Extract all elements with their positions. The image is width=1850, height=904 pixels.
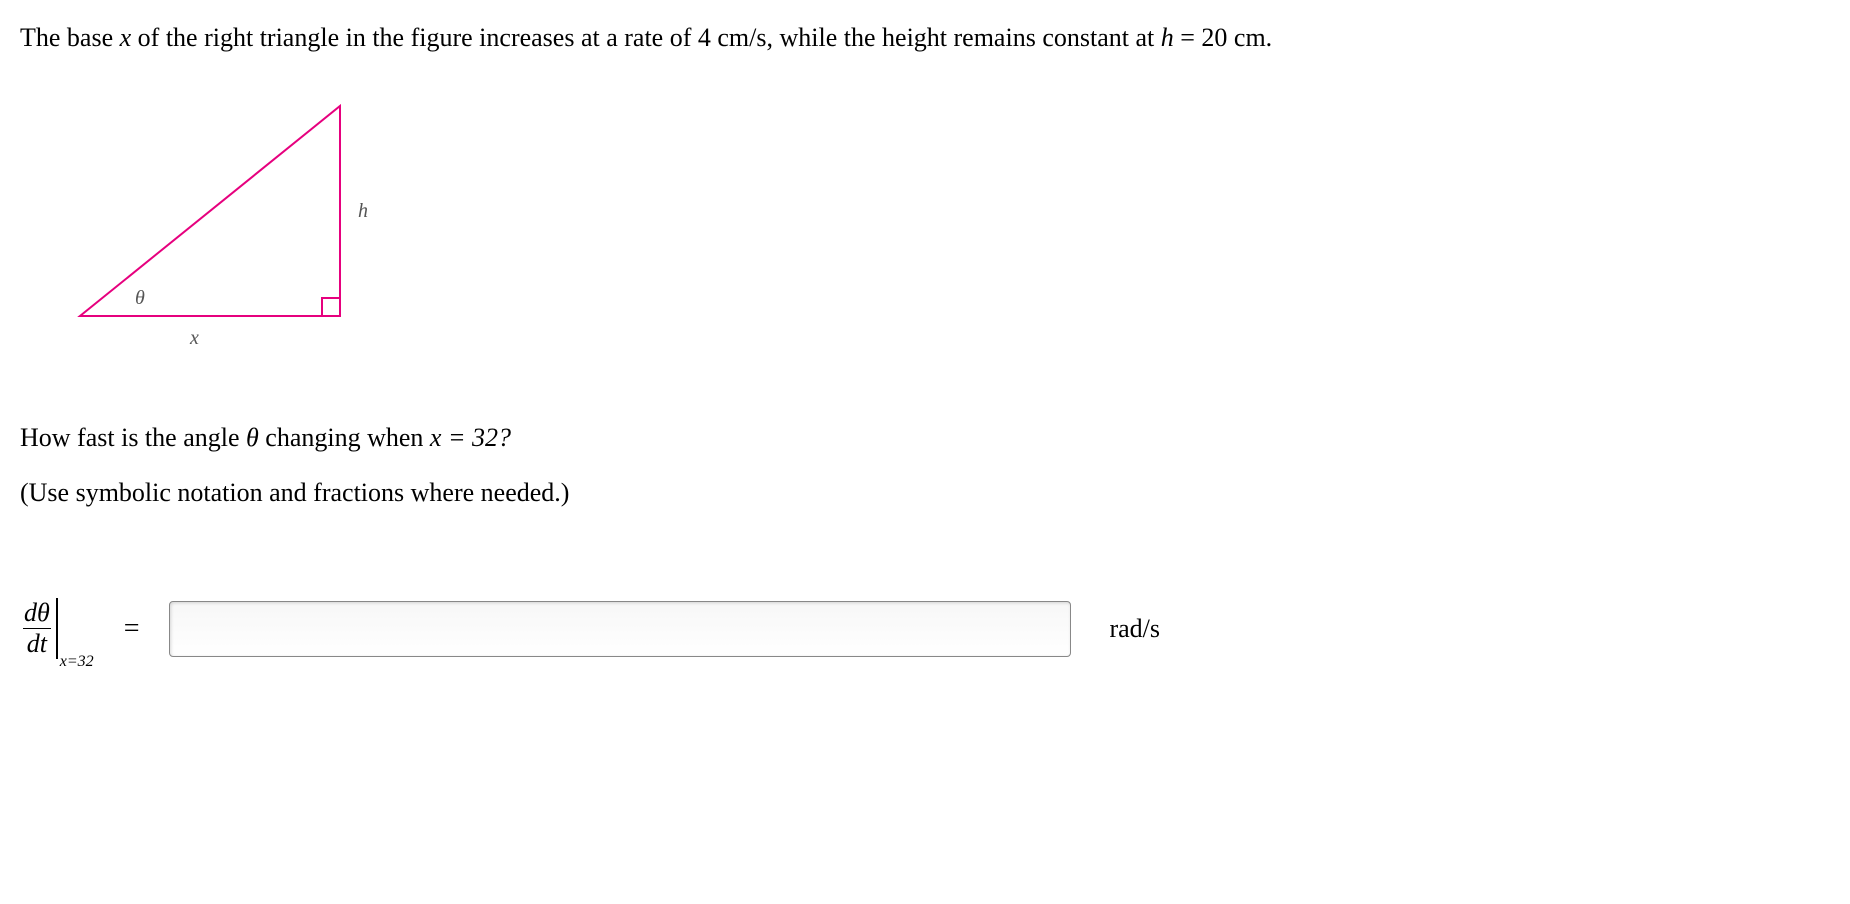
instruction: (Use symbolic notation and fractions whe…: [20, 478, 1830, 508]
answer-row: dθ dt x=32 = rad/s: [20, 598, 1830, 659]
rate-value: 4 cm/s: [698, 23, 767, 52]
fraction: dθ dt: [20, 598, 54, 659]
triangle-figure: θ x h: [60, 86, 1830, 373]
problem-statement: The base x of the right triangle in the …: [20, 20, 1830, 56]
question: How fast is the angle θ changing when x …: [20, 423, 1830, 453]
height-value: 20 cm.: [1201, 23, 1272, 52]
eval-at: x=32: [60, 653, 94, 671]
text: The base: [20, 23, 120, 52]
triangle-svg: θ x h: [60, 86, 420, 366]
denominator: dt: [23, 628, 51, 659]
text: of the right triangle in the figure incr…: [131, 23, 698, 52]
unit-label: rad/s: [1109, 614, 1160, 644]
text: , while the height remains constant at: [767, 23, 1161, 52]
svg-text:h: h: [358, 200, 368, 222]
numerator: dθ: [20, 598, 54, 628]
var-h: h: [1161, 23, 1174, 52]
var-x: x: [120, 23, 132, 52]
text: How fast is the angle: [20, 423, 246, 452]
var-theta: θ: [246, 423, 259, 452]
svg-text:x: x: [189, 327, 199, 349]
answer-input[interactable]: [169, 601, 1071, 657]
eval-bar: x=32: [56, 598, 94, 659]
equals-sign: =: [124, 613, 140, 645]
question-eq: x = 32?: [430, 423, 511, 452]
text: changing when: [259, 423, 430, 452]
derivative-expression: dθ dt x=32: [20, 598, 94, 659]
svg-text:θ: θ: [135, 287, 145, 309]
equals: =: [1174, 23, 1202, 52]
